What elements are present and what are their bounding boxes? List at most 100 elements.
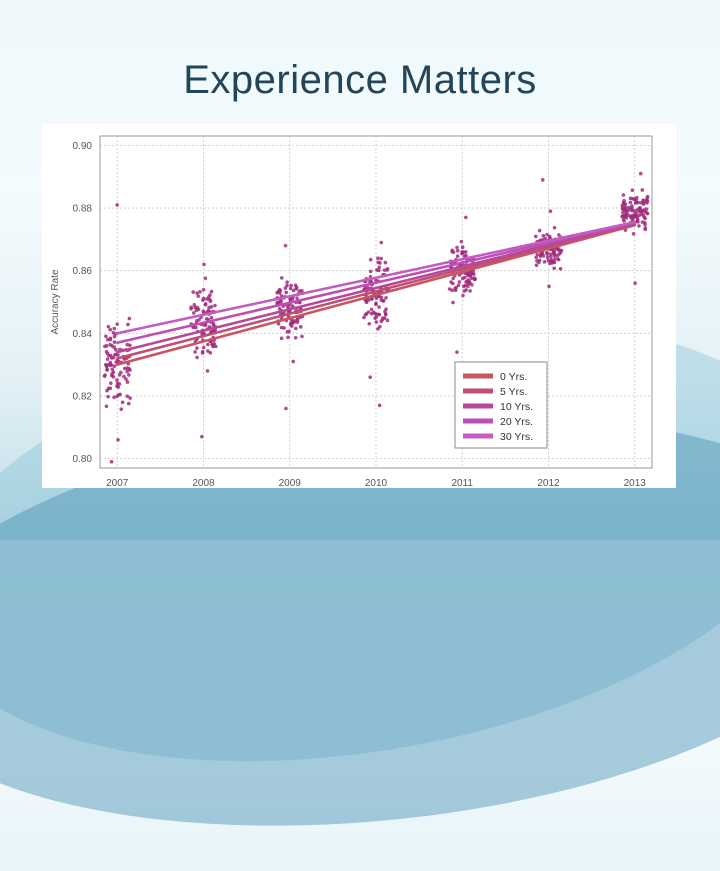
data-point (642, 199, 646, 203)
data-point (105, 337, 110, 342)
data-point (377, 403, 382, 408)
data-point (621, 193, 626, 197)
data-point (634, 208, 639, 213)
data-point (630, 204, 634, 208)
data-point (457, 280, 462, 284)
data-point (109, 363, 114, 367)
data-point (455, 254, 460, 259)
data-point (206, 309, 210, 313)
data-point (122, 357, 127, 361)
data-point (451, 300, 455, 305)
data-point (539, 251, 544, 256)
data-point (116, 353, 120, 357)
data-point (552, 225, 557, 230)
data-point (300, 334, 304, 339)
data-point (290, 296, 295, 301)
data-point (460, 276, 465, 281)
legend-label: 0 Yrs. (500, 371, 527, 383)
x-tick-label: 2008 (192, 478, 215, 488)
data-point (469, 276, 474, 280)
data-point (278, 288, 283, 293)
data-point (291, 359, 296, 364)
trend-line (115, 222, 637, 354)
data-point (112, 364, 117, 368)
data-point (279, 336, 284, 341)
data-point (284, 406, 288, 411)
data-point (115, 203, 119, 207)
x-tick-label: 2010 (365, 478, 388, 488)
data-point (112, 334, 117, 339)
data-point (626, 208, 630, 213)
data-point (534, 255, 538, 260)
data-point (622, 219, 626, 223)
data-point (115, 322, 120, 326)
trend-line (115, 221, 637, 345)
data-point (291, 288, 296, 293)
data-point (367, 321, 372, 326)
data-point (194, 319, 199, 323)
data-point (202, 262, 206, 267)
data-point (295, 320, 300, 324)
data-point (125, 394, 130, 398)
data-point (120, 400, 125, 405)
trend-line (115, 220, 637, 335)
data-point (212, 328, 216, 333)
data-point (211, 321, 216, 326)
data-point (193, 350, 197, 354)
data-point (192, 303, 197, 307)
legend-label: 10 Yrs. (500, 401, 533, 413)
data-point (631, 196, 635, 201)
y-tick-label: 0.82 (73, 391, 93, 402)
data-point (104, 334, 108, 339)
data-point (114, 360, 119, 364)
x-tick-label: 2013 (624, 478, 647, 488)
data-point (195, 291, 199, 295)
data-point (638, 171, 643, 176)
legend-label: 5 Yrs. (500, 386, 527, 398)
accuracy-chart: 0.80 0.82 0.84 0.86 0.88 0.90 2007 2008 2009 201… (50, 135, 653, 488)
trend-line (115, 223, 637, 366)
data-point (200, 434, 204, 439)
y-tick-label: 0.84 (73, 329, 93, 340)
data-point (103, 373, 107, 377)
x-axis-ticks: 2007 2008 2009 2010 2011 2012 2013 (106, 478, 646, 488)
data-point (620, 214, 624, 219)
data-point (288, 286, 293, 291)
data-point (540, 178, 545, 182)
data-point (385, 318, 390, 323)
data-point (451, 276, 455, 281)
data-point (201, 309, 206, 314)
data-point (124, 377, 128, 381)
data-point (289, 321, 293, 325)
y-tick-label: 0.86 (73, 266, 93, 277)
data-point (125, 380, 130, 384)
data-point (555, 257, 560, 261)
data-point (548, 209, 553, 213)
data-point (535, 252, 540, 257)
data-point (633, 281, 637, 286)
data-point (376, 260, 380, 265)
data-point (279, 276, 284, 280)
data-point (128, 368, 132, 372)
data-point (286, 335, 290, 340)
data-point (464, 288, 468, 292)
data-point (628, 200, 633, 205)
data-point (379, 256, 383, 261)
data-point (200, 349, 205, 354)
data-point (630, 188, 635, 193)
x-tick-label: 2009 (279, 478, 302, 488)
data-point (205, 342, 210, 347)
data-point (128, 343, 132, 348)
data-point (534, 263, 539, 268)
data-point (374, 278, 378, 283)
data-point (112, 326, 117, 331)
data-point (623, 204, 627, 209)
data-point (460, 245, 465, 249)
data-point (115, 378, 119, 382)
legend-label: 20 Yrs. (500, 416, 533, 428)
data-point (547, 284, 551, 289)
data-point (381, 298, 386, 303)
plot-frame (99, 135, 653, 469)
data-point (122, 366, 127, 371)
data-point (208, 298, 212, 302)
